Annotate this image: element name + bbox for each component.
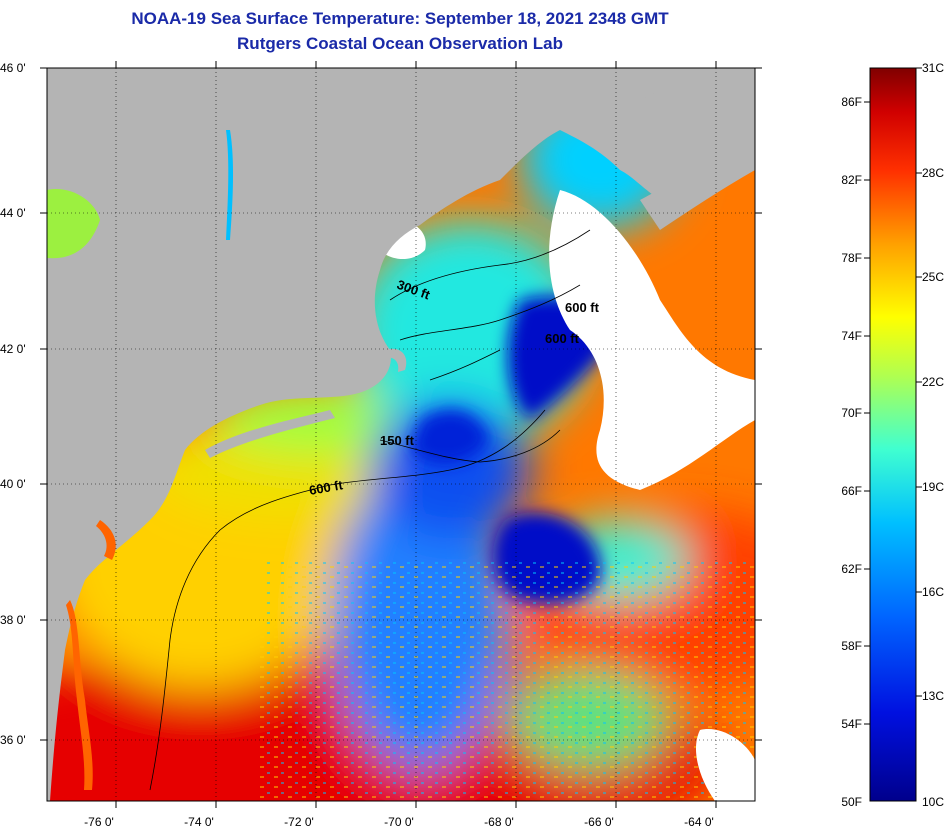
chesapeake-bay [66,600,93,790]
colorbar-c-22: 22C [922,375,944,389]
land-cape-cod [385,348,407,372]
colorbar-c-31: 31C [922,61,944,75]
colorbar-c-28: 28C [922,166,944,180]
colorbar-f-70: 70F [841,406,862,420]
texture-speckle [260,560,755,801]
lon-label-76: -76 0' [84,815,114,829]
lon-label-74: -74 0' [184,815,214,829]
colorbar-f-78: 78F [841,251,862,265]
lon-label-64: -64 0' [684,815,714,829]
lat-label-38: 38 0' [0,613,26,627]
contour-label-600ft-gulf: 600 ft [545,331,580,346]
lon-label-66: -66 0' [584,815,614,829]
colorbar-c-16: 16C [922,585,944,599]
axis-ticks [40,61,762,808]
delaware-bay [96,520,116,560]
contour-150ft-shelf [379,429,561,463]
colorbar-c-25: 25C [922,270,944,284]
map-title: NOAA-19 Sea Surface Temperature: Septemb… [131,9,669,28]
lat-label-36: 36 0' [0,733,26,747]
lake-ontario [47,189,100,259]
contour-gulf-2 [399,284,581,341]
contour-label-600ft: 600 ft [308,477,345,498]
colorbar-f-74: 74F [841,329,862,343]
land-nova-scotia-peninsula [640,150,755,230]
cold-georges [410,409,490,464]
contour-gulf-3 [429,349,501,381]
lake-champlain [226,130,234,240]
colorbar-f-82: 82F [841,173,862,187]
map-image: 150 ft 600 ft 300 ft 600 ft 600 ft [47,68,755,801]
temperature-colorbar: 86F 82F 78F 74F 70F 66F 62F 58F 54F 50F … [841,61,944,809]
colorbar-f-62: 62F [841,562,862,576]
contour-600ft-south [149,409,546,791]
land-nova-scotia [640,73,755,143]
map-frame [46,67,756,802]
lat-label-40: 40 0' [0,477,26,491]
colorbar-c-13: 13C [922,689,944,703]
contour-label-150ft: 150 ft [380,433,415,448]
lat-label-44: 44 0' [0,206,26,220]
colorbar-c-10: 10C [922,795,944,809]
colorbar-c-19: 19C [922,480,944,494]
land-long-island [205,410,335,458]
lon-label-68: -68 0' [484,815,514,829]
land-mainland [47,68,755,801]
colorbar-f-50: 50F [841,795,862,809]
cloud-area-east [549,190,755,490]
colorbar-f-86: 86F [841,95,862,109]
lat-label-46: 46 0' [0,61,26,75]
lat-label-42: 42 0' [0,342,26,356]
contour-label-600ft-north: 600 ft [565,300,600,315]
contour-gulf-1 [389,229,591,301]
lon-label-72: -72 0' [284,815,314,829]
cloud-area-southeast [695,729,755,801]
colorbar-f-54: 54F [841,717,862,731]
bathymetry-contours [149,229,591,791]
colorbar-f-66: 66F [841,484,862,498]
lon-label-70: -70 0' [384,815,414,829]
colorbar-gradient [869,67,917,802]
map-subtitle: Rutgers Coastal Ocean Observation Lab [237,34,563,53]
colorbar-f-58: 58F [841,639,862,653]
